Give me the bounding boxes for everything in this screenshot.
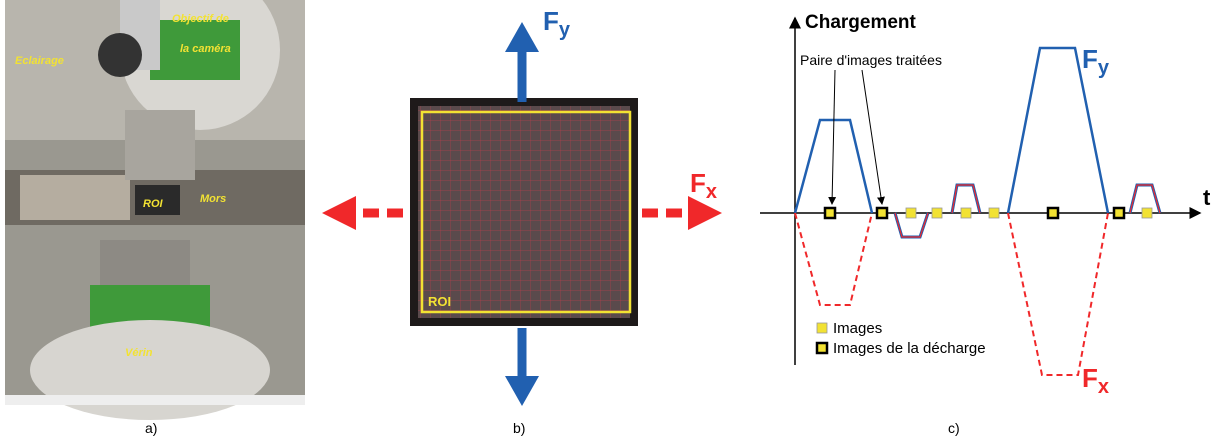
photo: Objectif de la caméra Eclairage ROI Mors… [5,0,305,420]
axis-label: t [1203,185,1211,210]
arrows [322,22,722,406]
label: Mors [200,193,226,205]
force-main: F [543,6,559,36]
roi-label: ROI [428,294,451,309]
caption: c) [948,420,960,436]
force-sub: y [1098,57,1110,79]
legend-entry: Images de la décharge [833,340,986,357]
legend-entry: Images [833,320,882,337]
force-label: Fx [1082,363,1109,398]
force-main: F [690,168,706,198]
force-label: Fy [1082,44,1110,79]
label: Eclairage [15,55,64,67]
loading-diagram [760,16,1202,376]
axis-label: Chargement [805,12,917,33]
force-label: Fx [690,168,717,203]
force-main: F [1082,363,1098,393]
force-sub: x [1098,376,1109,398]
force-main: F [1082,44,1098,74]
label: Vérin [125,347,153,359]
label: Objectif de [172,13,229,25]
label: ROI [143,198,164,210]
force-sub: y [559,19,571,41]
label: la caméra [180,43,231,55]
specimen: ROI [410,98,638,326]
force-sub: x [706,181,717,203]
caption: a) [145,420,157,436]
force-label: Fy [543,6,571,41]
caption: b) [513,420,525,436]
annotation: Paire d'images traitées [800,52,942,68]
